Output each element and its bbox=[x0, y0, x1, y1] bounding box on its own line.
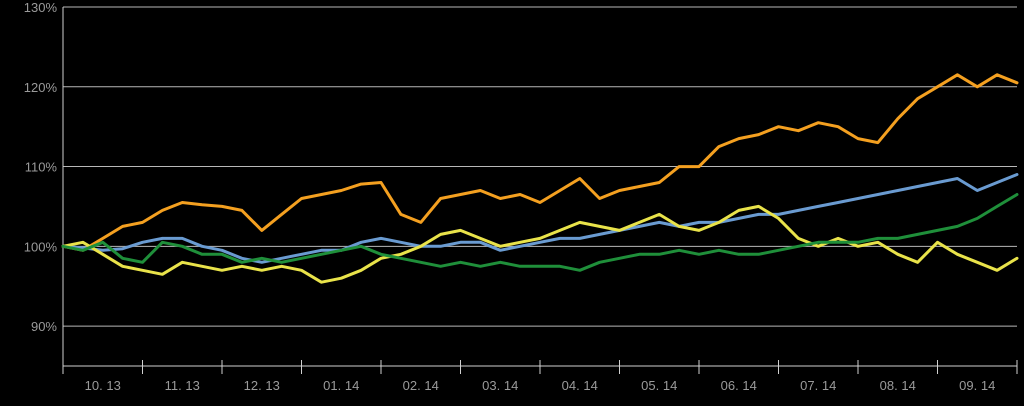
x-tick-label: 02. 14 bbox=[403, 378, 439, 393]
series-line-3 bbox=[61, 204, 1019, 284]
x-axis-ticks: 10. 13 11. 13 12. 13 01. 14 02. 14 03. 14 04. … bbox=[62, 360, 1018, 393]
series-lines bbox=[61, 73, 1019, 284]
x-tick-label: 05. 14 bbox=[641, 378, 677, 393]
x-tick-label: 09. 14 bbox=[959, 378, 995, 393]
x-tick-label: 01. 14 bbox=[323, 378, 359, 393]
x-tick-label: 07. 14 bbox=[800, 378, 836, 393]
y-axis-tick-labels: 90% 100% 110% 120% 130% bbox=[24, 0, 58, 334]
y-tick-label: 90% bbox=[31, 319, 57, 334]
x-tick-label: 12. 13 bbox=[244, 378, 280, 393]
x-tick-label: 04. 14 bbox=[562, 378, 598, 393]
y-tick-label: 110% bbox=[25, 160, 58, 175]
x-tick-label: 03. 14 bbox=[482, 378, 518, 393]
series-line-2 bbox=[61, 173, 1019, 264]
x-tick-label: 06. 14 bbox=[721, 378, 757, 393]
x-tick-label: 08. 14 bbox=[880, 378, 916, 393]
series-line-4 bbox=[61, 193, 1019, 272]
y-tick-label: 130% bbox=[24, 0, 58, 15]
x-tick-label: 11. 13 bbox=[165, 378, 200, 393]
y-tick-label: 120% bbox=[24, 80, 58, 95]
x-tick-label: 10. 13 bbox=[85, 378, 121, 393]
y-tick-label: 100% bbox=[24, 239, 58, 254]
series-line-1 bbox=[61, 73, 1019, 252]
